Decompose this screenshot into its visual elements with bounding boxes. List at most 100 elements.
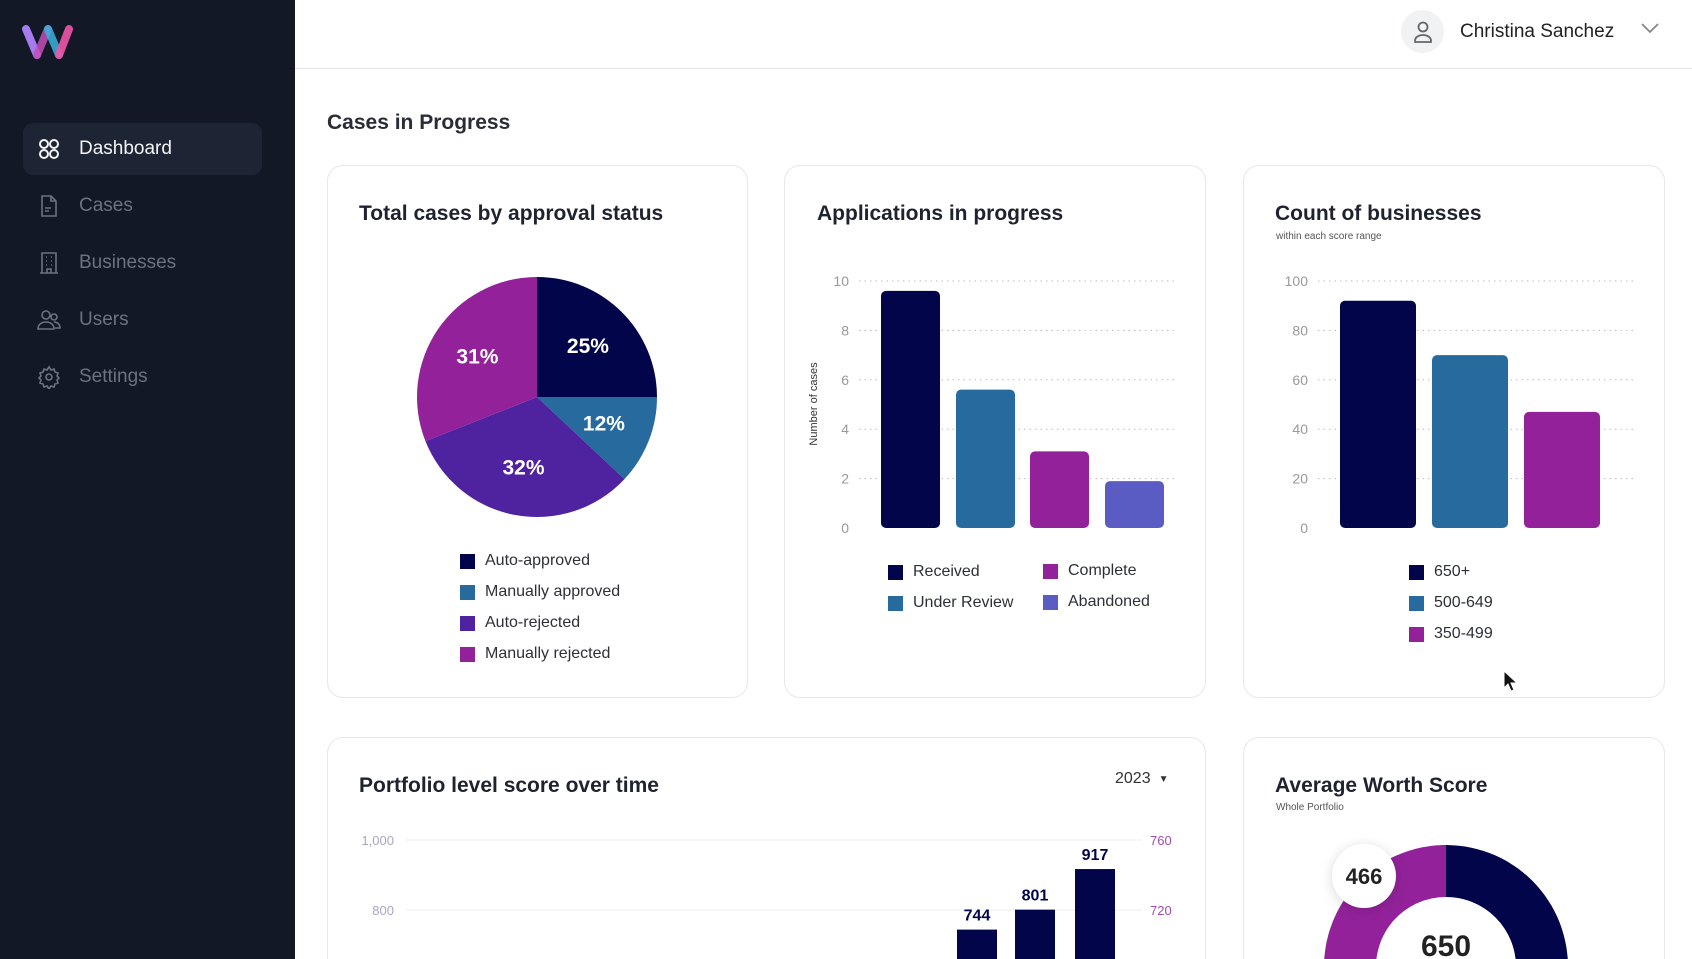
bar-data-label: 801 (1022, 888, 1049, 905)
y-tick-label: 80 (1292, 322, 1308, 338)
pie-slice (537, 397, 657, 480)
sidebar-item-users[interactable]: Users (23, 294, 262, 346)
y-tick-label: 40 (1292, 421, 1308, 437)
legend-label: Manually rejected (485, 645, 611, 662)
legend-item: 350-499 (1409, 625, 1493, 643)
y-tick-label: 0 (1300, 520, 1308, 536)
bar (1524, 411, 1600, 528)
card-title: Average Worth Score (1275, 774, 1488, 797)
score-marker (1332, 844, 1396, 908)
legend-item: 650+ (1409, 563, 1470, 581)
pie-label: 12% (583, 413, 625, 436)
y-tick-label: 20 (1292, 471, 1308, 487)
legend-label: Manually approved (485, 583, 621, 600)
sidebar-item-label: Businesses (79, 252, 177, 273)
y-tick-label: 6 (841, 372, 849, 388)
pie-label: 25% (567, 335, 609, 358)
legend-swatch (460, 584, 475, 600)
bar (881, 290, 940, 528)
card-title: Portfolio level score over time (359, 774, 659, 797)
sidebar: Dashboard Cases Businesses Users Setting… (0, 0, 295, 959)
pie-label: 32% (502, 457, 544, 480)
y-tick-label: 8 (841, 322, 849, 338)
legend-label: Under Review (913, 594, 1014, 611)
sidebar-item-businesses[interactable]: Businesses (23, 237, 262, 289)
donut-segment (1324, 845, 1446, 959)
mouse-cursor-icon (1503, 670, 1519, 692)
legend-label: Abandoned (1068, 593, 1150, 610)
card-subtitle: Whole Portfolio (1276, 802, 1344, 813)
y-tick-label: 2 (841, 471, 849, 487)
card-title: Count of businesses (1275, 202, 1482, 225)
legend-item: Manually approved (460, 583, 620, 601)
user-name[interactable]: Christina Sanchez (1460, 21, 1615, 42)
legend-label: Complete (1068, 562, 1137, 579)
legend-swatch (460, 553, 475, 569)
legend-swatch (460, 646, 475, 662)
y-tick-label: 10 (833, 273, 849, 289)
chevron-down-icon[interactable] (1640, 22, 1660, 34)
legend-item: Auto-approved (460, 552, 590, 570)
sidebar-item-label: Users (79, 309, 129, 330)
building-icon (40, 252, 58, 274)
legend-swatch (1409, 626, 1424, 642)
left-y-tick-label: 1,000 (361, 833, 394, 848)
score-marker-value: 466 (1346, 864, 1383, 889)
pie-slice (425, 397, 625, 518)
pie-label: 31% (456, 346, 498, 369)
y-tick-label: 100 (1285, 273, 1309, 289)
bar-data-label: 744 (964, 908, 991, 925)
legend-item: Under Review (888, 594, 1013, 612)
sidebar-item-label: Cases (79, 195, 133, 216)
legend-label: Received (913, 563, 980, 580)
year-select[interactable]: 2023 ▼ (1115, 770, 1169, 788)
legend-item: Received (888, 563, 980, 581)
legend-label: 350-499 (1434, 625, 1493, 642)
bar (1105, 481, 1164, 528)
y-tick-label: 4 (841, 421, 849, 437)
sidebar-item-dashboard[interactable]: Dashboard (23, 123, 262, 175)
right-y-tick-label: 720 (1150, 903, 1172, 918)
legend-label: 650+ (1434, 563, 1471, 580)
legend-item: Manually rejected (460, 645, 610, 663)
sidebar-item-label: Dashboard (79, 138, 172, 159)
y-tick-label: 0 (841, 520, 849, 536)
legend-swatch (1043, 594, 1058, 610)
donut-segment (1446, 845, 1568, 959)
left-y-tick-label: 800 (372, 903, 394, 918)
dashboard-grid-icon (39, 139, 59, 159)
legend-swatch (1043, 563, 1058, 579)
card-title: Total cases by approval status (359, 202, 664, 225)
legend-label: 500-649 (1434, 594, 1493, 611)
caret-down-icon: ▼ (1158, 773, 1169, 785)
users-icon (37, 310, 61, 330)
bar (1075, 869, 1115, 959)
document-icon (41, 195, 57, 217)
year-select-value: 2023 (1115, 770, 1151, 787)
sidebar-item-label: Settings (79, 366, 148, 387)
legend-label: Auto-approved (485, 552, 590, 569)
card-title: Applications in progress (817, 202, 1064, 225)
card-subtitle: within each score range (1276, 231, 1382, 242)
average-score-value: 650 (1421, 930, 1471, 959)
legend-swatch (460, 615, 475, 631)
legend-swatch (888, 564, 903, 580)
top-header (295, 0, 1692, 69)
legend-item: Complete (1043, 562, 1136, 580)
y-axis-label: Number of cases (808, 362, 820, 446)
legend-item: Auto-rejected (460, 614, 580, 632)
bar (1340, 300, 1416, 528)
user-avatar[interactable] (1401, 10, 1444, 53)
bar (1015, 909, 1055, 959)
sidebar-item-settings[interactable]: Settings (23, 351, 262, 403)
pie-slice (537, 277, 657, 397)
legend-swatch (1409, 564, 1424, 580)
sidebar-item-cases[interactable]: Cases (23, 180, 262, 232)
right-y-tick-label: 760 (1150, 833, 1172, 848)
bar (1030, 451, 1089, 528)
bar (956, 389, 1015, 528)
legend-label: Auto-rejected (485, 614, 581, 631)
y-tick-label: 60 (1292, 372, 1308, 388)
legend-item: 500-649 (1409, 594, 1493, 612)
